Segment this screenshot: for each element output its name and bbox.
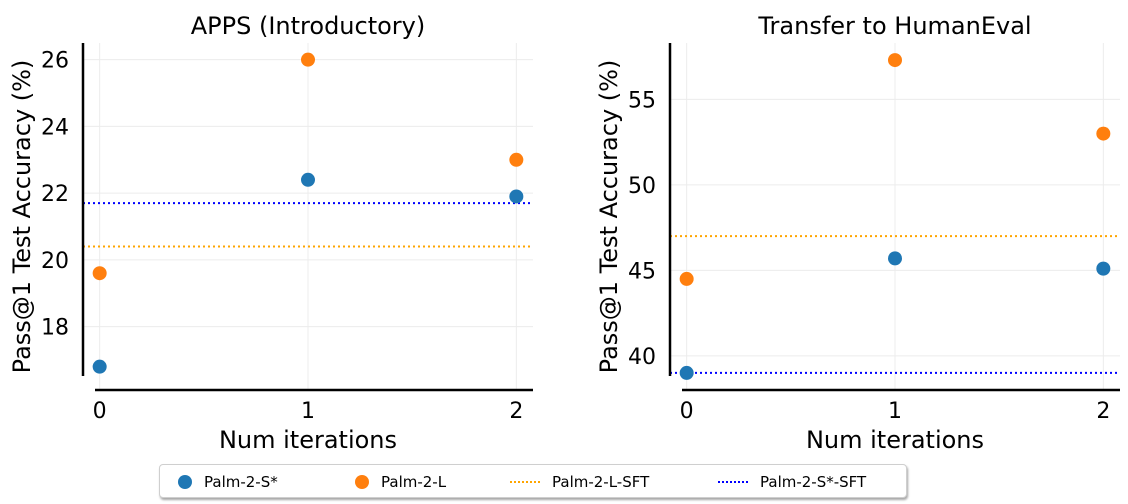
legend-item: Palm-2-L-SFT — [510, 473, 649, 491]
x-tick-label: 2 — [509, 399, 523, 424]
y-tick-label: 26 — [41, 49, 69, 74]
y-tick-label: 45 — [628, 259, 656, 284]
point-palm-2-l — [301, 52, 315, 67]
legend-marker-line — [510, 481, 540, 483]
point-palm-2-l — [888, 53, 902, 68]
legend-item: Palm-2-S* — [178, 473, 278, 491]
x-axis-label: Num iterations — [219, 426, 397, 454]
legend-label: Palm-2-S*-SFT — [760, 473, 867, 491]
y-axis-label: Pass@1 Test Accuracy (%) — [8, 60, 36, 374]
x-axis-label: Num iterations — [806, 426, 984, 454]
legend-marker-dot — [355, 475, 369, 489]
legend-label: Palm-2-L-SFT — [552, 473, 650, 491]
y-tick-label: 24 — [41, 115, 69, 140]
point-palm-2-s- — [888, 251, 902, 266]
x-tick-label: 0 — [93, 399, 107, 424]
legend-item: Palm-2-S*-SFT — [718, 473, 866, 491]
point-palm-2-l — [509, 152, 524, 167]
x-tick-label: 1 — [301, 399, 315, 424]
y-tick-label: 50 — [628, 174, 656, 199]
legend-label: Palm-2-L — [381, 473, 447, 491]
point-palm-2-s- — [679, 365, 694, 380]
point-palm-2-l — [1096, 126, 1111, 141]
point-palm-2-l — [92, 266, 107, 281]
y-tick-label: 40 — [628, 345, 656, 370]
chart-title: APPS (Introductory) — [191, 12, 425, 40]
humaneval-chart: 40 45 50 55 0 1 2 Transfer to HumanEval Num iter… — [595, 12, 1120, 454]
legend-label: Palm-2-S* — [204, 473, 278, 491]
chart-title: Transfer to HumanEval — [757, 12, 1031, 40]
apps-chart: 18 20 22 24 26 0 1 2 APPS (Introductory) Num iter… — [8, 12, 533, 454]
x-tick-label: 2 — [1096, 399, 1110, 424]
legend: Palm-2-S* Palm-2-L Palm-2-L-SFT Palm-2-S*-S… — [159, 464, 907, 498]
point-palm-2-s- — [509, 189, 524, 204]
y-tick-label: 18 — [41, 316, 69, 341]
y-tick-label: 20 — [41, 249, 69, 274]
point-palm-2-l — [679, 271, 694, 286]
y-axis-label: Pass@1 Test Accuracy (%) — [595, 60, 623, 374]
point-palm-2-s- — [301, 172, 315, 187]
legend-item: Palm-2-L — [355, 473, 446, 491]
legend-marker-dot — [178, 475, 192, 489]
point-palm-2-s- — [1096, 261, 1111, 276]
x-tick-label: 0 — [680, 399, 694, 424]
legend-marker-line — [718, 481, 748, 483]
y-tick-label: 22 — [41, 182, 69, 207]
point-palm-2-s- — [92, 359, 107, 374]
y-tick-label: 55 — [628, 88, 656, 113]
x-tick-label: 1 — [888, 399, 902, 424]
